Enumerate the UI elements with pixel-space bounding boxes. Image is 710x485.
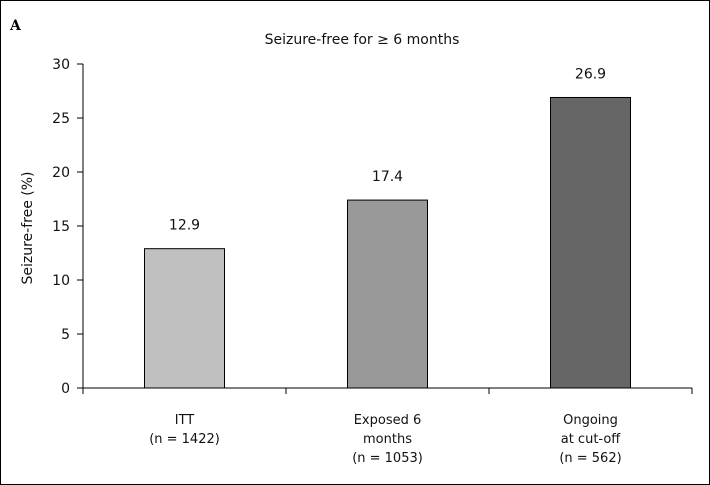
bar-value-label: 26.9	[575, 66, 606, 82]
y-tick-label: 5	[61, 327, 70, 343]
y-tick-label: 15	[52, 219, 70, 235]
bar	[550, 96, 631, 389]
bars-group	[144, 96, 631, 389]
y-tick-label: 10	[52, 273, 70, 289]
y-tick-label: 20	[52, 165, 70, 181]
panel-label: A	[9, 18, 22, 34]
bar	[144, 248, 225, 389]
y-tick-label: 30	[52, 57, 70, 73]
y-tick-label: 25	[52, 111, 70, 127]
x-category-label: ITT (n = 1422)	[149, 413, 220, 447]
y-tick-label: 0	[61, 381, 70, 397]
bar	[347, 199, 428, 389]
x-category-label: Ongoing at cut-off (n = 562)	[559, 413, 621, 466]
chart-title: Seizure-free for ≥ 6 months	[265, 32, 460, 48]
x-category-label: Exposed 6 months (n = 1053)	[352, 413, 423, 466]
bar-value-label: 12.9	[169, 218, 200, 234]
bar-value-label: 17.4	[372, 169, 403, 185]
labels-group: 12.9 ITT (n = 1422) 17.4 Exposed 6 months (n =…	[149, 66, 621, 466]
y-axis-label: Seizure-free (%)	[20, 171, 36, 284]
